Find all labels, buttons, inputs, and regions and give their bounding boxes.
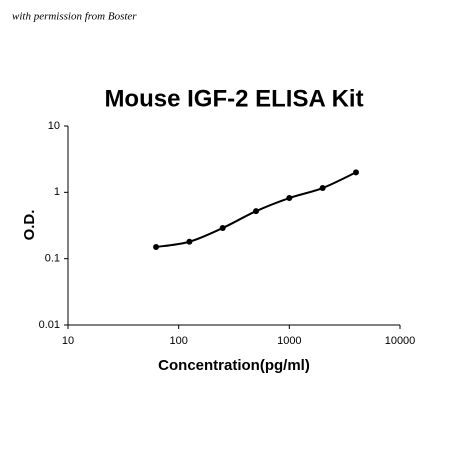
x-tick-label: 1000 [277, 335, 301, 347]
data-point [153, 243, 160, 250]
chart-title: Mouse IGF-2 ELISA Kit [104, 85, 363, 112]
y-tick-label: 0.1 [45, 253, 60, 265]
watermark: with permission from Boster [12, 11, 137, 23]
y-tick-label: 10 [48, 120, 60, 132]
y-tick-label: 0.01 [39, 319, 60, 331]
x-tick-label: 100 [169, 335, 187, 347]
y-axis-label: O.D. [21, 210, 38, 241]
data-point [186, 238, 193, 245]
y-tick-label: 1 [54, 186, 60, 198]
x-axis-label: Concentration(pg/ml) [158, 357, 310, 374]
data-point [286, 195, 293, 202]
x-tick-label: 10 [62, 335, 74, 347]
data-point [253, 208, 260, 215]
data-point [219, 224, 226, 231]
x-tick-label: 10000 [385, 335, 416, 347]
data-point [319, 185, 326, 192]
data-point [352, 169, 359, 176]
